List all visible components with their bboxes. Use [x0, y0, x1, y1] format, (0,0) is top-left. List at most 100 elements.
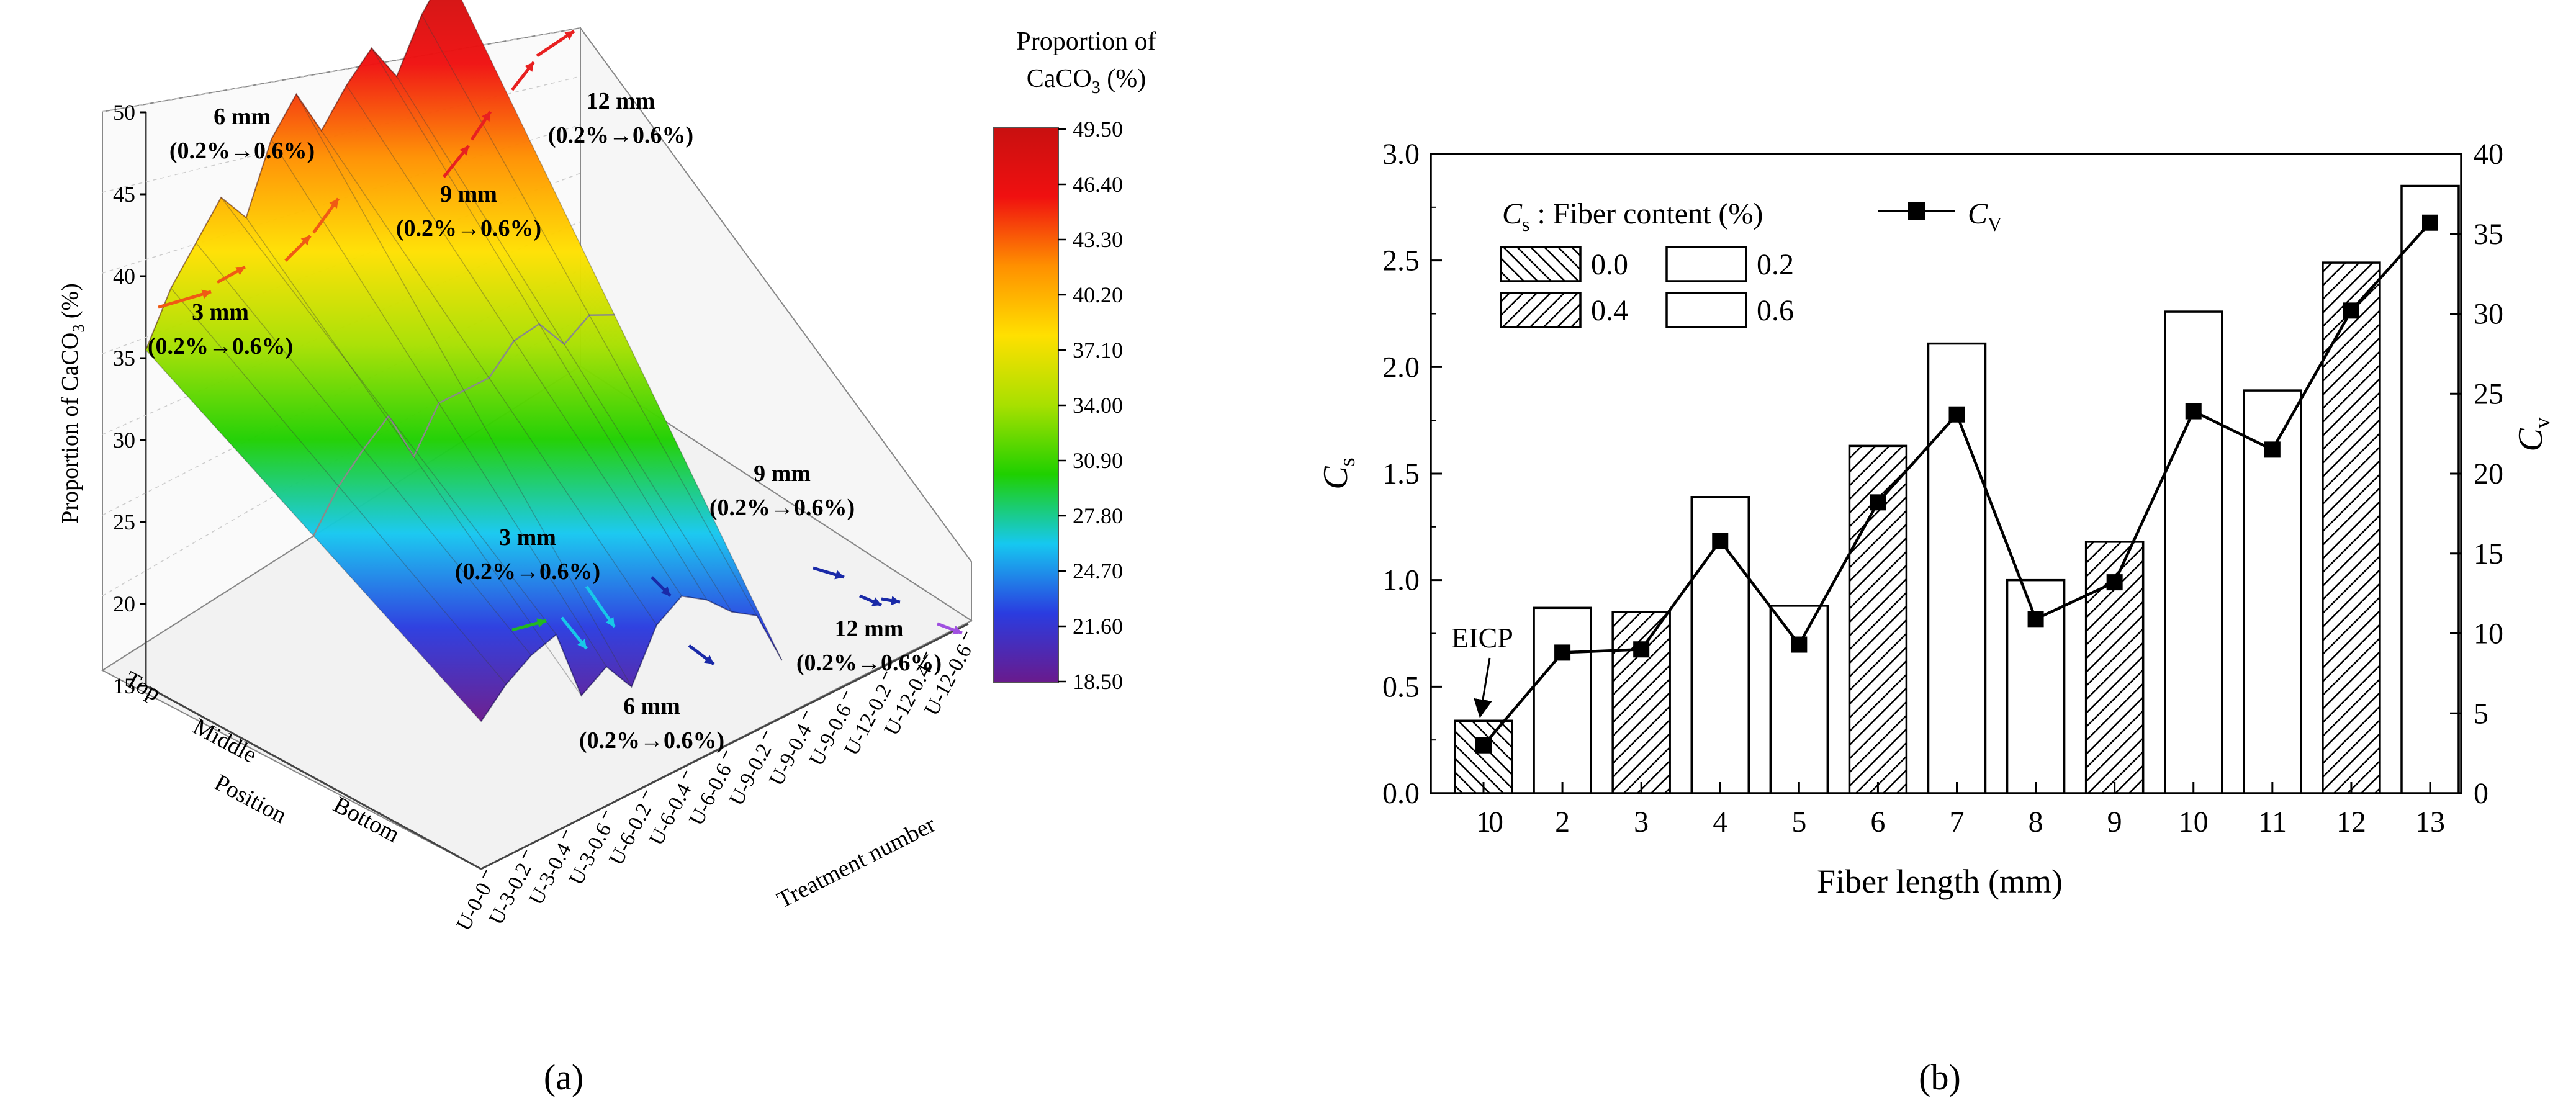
x-tick-label: 1	[1476, 806, 1491, 839]
trend-arrow-head	[871, 597, 881, 606]
colorbar-title-line2: CaCO3 (%)	[1027, 65, 1146, 97]
x-tick-label: 12	[2336, 806, 2366, 839]
cs-bars	[1454, 184, 2460, 794]
annotation-range-label: (0.2%→0.6%)	[148, 333, 293, 359]
colorbar-tick-label: 46.40	[1073, 172, 1123, 197]
treatment-tick-mark	[602, 810, 608, 819]
z-tick-label: 25	[113, 510, 135, 534]
eicp-annotation: EICP	[1451, 622, 1513, 654]
surface-meshline	[196, 242, 532, 656]
panel-a-3d-surface: 15 20 25 30 35 40 45 50 Proportion of CaCO3 (%)…	[57, 0, 1156, 1097]
x-tick-label: 4	[1713, 806, 1727, 839]
left-axis-ticks: 0.0 0.5 1.0 1.5 2.0 2.5 3.0	[1382, 138, 1442, 810]
surface-bottom-edge	[480, 595, 783, 722]
colorbar-tick-label: 18.50	[1073, 669, 1123, 694]
surface-top-edge	[145, 0, 431, 351]
right-tick-label: 20	[2474, 457, 2503, 490]
left-tick-label: 1.5	[1382, 457, 1420, 490]
surface-fill	[146, 0, 782, 722]
treatment-tick-label: U-0-0	[452, 879, 496, 934]
trend-arrow-head	[459, 146, 469, 156]
surface-meshline	[295, 94, 633, 687]
panel-a-label: (a)	[544, 1057, 583, 1097]
trend-arrow-head	[952, 625, 962, 635]
annotation-group-label: 9 mm	[440, 181, 497, 207]
colorbar	[993, 127, 1059, 683]
cv-point	[1475, 737, 1492, 754]
x-axis-ticks: 1 2 3 4 5 6 7 8 9 10 11 12 130	[1476, 782, 2445, 839]
treatment-tick-mark	[842, 691, 848, 700]
right-tick-label: 5	[2474, 697, 2488, 730]
x-tick-label: 11	[2258, 806, 2287, 839]
x-tick-label: 6	[1870, 806, 1885, 839]
treatment-tick-mark	[883, 671, 888, 680]
annotation-range-label: (0.2%→0.6%)	[709, 495, 855, 521]
surface-meshline	[271, 139, 607, 667]
trend-arrow-head	[329, 199, 338, 209]
trend-arrow-head	[890, 596, 900, 606]
right-axis-label: Cv	[2511, 417, 2554, 451]
treatment-tick-mark	[762, 731, 768, 739]
annotation-range-label: (0.2%→0.6%)	[396, 215, 541, 241]
trend-arrow-head	[300, 236, 310, 246]
legend-label: 0.2	[1757, 248, 1794, 281]
z-axis-ticks: 15 20 25 30 35 40 45 50	[113, 100, 146, 698]
cv-point	[2106, 574, 2123, 591]
right-tick-label: 30	[2474, 298, 2503, 331]
treatment-tick-mark	[723, 750, 727, 759]
trend-arrows	[158, 29, 963, 665]
treatment-axis-line	[480, 623, 969, 870]
legend-cv-label: CV	[1968, 197, 2002, 235]
treatment-tick-mark	[922, 651, 928, 660]
colorbar-tick-label: 34.00	[1073, 393, 1123, 418]
colorbar-tick-label: 37.10	[1073, 338, 1123, 362]
legend-swatch	[1500, 292, 1582, 328]
z-tick-label: 40	[113, 264, 135, 289]
annotation-range-label: (0.2%→0.6%)	[455, 559, 600, 585]
position-axis-label: Position	[210, 770, 291, 829]
colorbar-ticks: 49.50 46.40 43.30 40.20 37.10 34.00 30.90 27.80…	[1058, 117, 1123, 694]
surface-meshline	[170, 287, 507, 685]
x-tick-label: 9	[2107, 806, 2122, 839]
colorbar-tick-label: 43.30	[1073, 227, 1123, 252]
z-axis-label: Proportion of CaCO3 (%)	[57, 283, 88, 524]
z-tick-label: 20	[113, 592, 135, 616]
right-tick-label: 10	[2474, 618, 2503, 650]
annotation-group-label: 3 mm	[192, 299, 249, 325]
surface-meshline	[461, 0, 783, 661]
x-tick-label: 7	[1950, 806, 1965, 839]
trend-arrow-head	[704, 655, 714, 664]
right-tick-label: 35	[2474, 218, 2503, 251]
legend-label: 0.4	[1591, 294, 1628, 327]
left-tick-label: 3.0	[1382, 138, 1420, 171]
right-tick-label: 40	[2474, 138, 2503, 171]
legend-swatch	[1500, 246, 1582, 282]
annotation-range-label: (0.2%→0.6%)	[796, 650, 942, 676]
surface-meshline	[371, 48, 708, 600]
z-tick-label: 35	[113, 346, 135, 371]
right-tick-label: 0	[2474, 777, 2488, 810]
treatment-tick-mark	[963, 631, 968, 640]
surface-meshline	[145, 349, 482, 722]
colorbar-tick-label: 30.90	[1073, 448, 1123, 473]
trend-arrow-head	[577, 639, 587, 649]
colorbar-title-line1: Proportion of	[1016, 27, 1156, 56]
cv-point	[2185, 403, 2202, 420]
cv-point	[1870, 494, 1886, 511]
cv-point	[1791, 636, 1808, 653]
colorbar-tick-label: 49.50	[1073, 117, 1123, 142]
cv-point	[1712, 533, 1729, 549]
colorbar-tick-label: 24.70	[1073, 559, 1123, 583]
gridline	[102, 27, 581, 112]
treatment-tick-mark	[803, 711, 808, 719]
left-tick-label: 0.0	[1382, 777, 1420, 810]
trend-arrow-head	[536, 618, 546, 628]
treatment-tick-mark	[562, 830, 567, 839]
annotation-range-label: (0.2%→0.6%)	[548, 122, 693, 148]
right-axis-ticks: 0 5 10 15 20 25 30 35 40	[2450, 138, 2503, 810]
annotation-range-label: (0.2%→0.6%)	[579, 727, 724, 754]
left-tick-label: 2.5	[1382, 245, 1420, 277]
cv-point	[2027, 611, 2044, 628]
